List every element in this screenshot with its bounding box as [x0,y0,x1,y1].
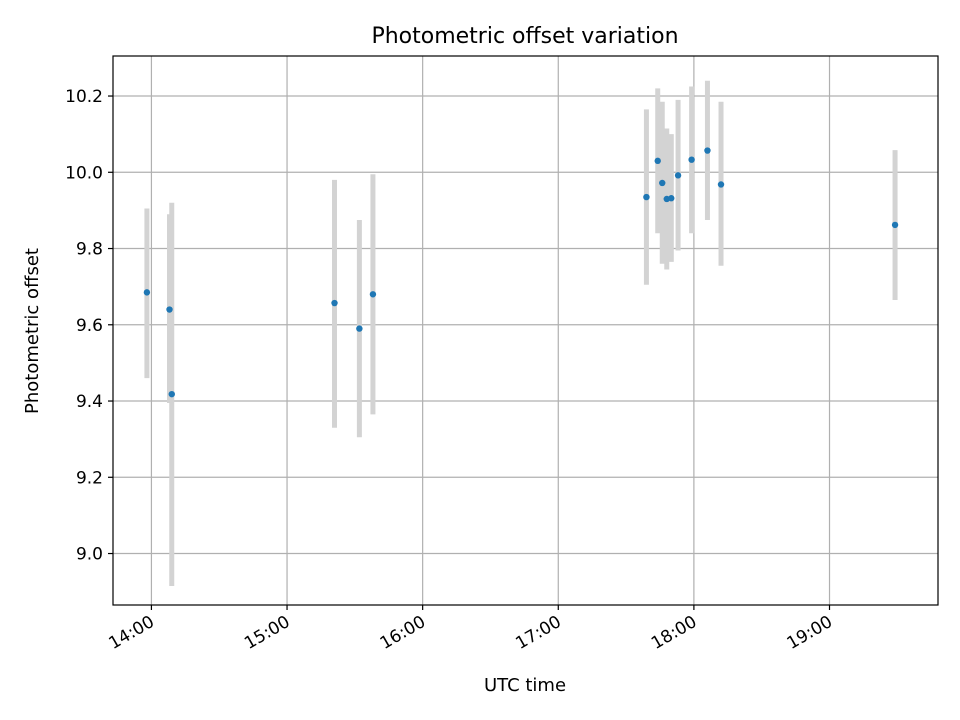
data-point [166,306,173,313]
y-tick-label: 9.0 [76,545,103,565]
y-tick-label: 9.6 [76,316,103,336]
data-point [704,147,711,154]
grid [113,56,938,605]
y-tick-label: 10.0 [65,163,103,183]
plot-frame [112,55,939,606]
data-point [143,289,151,296]
data-points [143,147,899,398]
data-point [668,195,675,202]
x-axis-label: UTC time [484,675,566,696]
data-point [331,299,338,307]
y-tick-label: 9.8 [76,240,103,260]
data-point [643,193,650,201]
y-tick-label: 9.2 [76,468,103,488]
chart-title: Photometric offset variation [371,24,678,49]
data-point [168,390,175,398]
y-tick-label: 9.4 [76,392,103,412]
data-point [688,156,695,163]
data-point [659,179,666,187]
data-point [654,157,661,165]
y-axis-label: Photometric offset [22,248,43,414]
data-point [674,172,682,179]
data-point [356,325,363,332]
data-point [717,181,725,188]
data-point [891,221,899,229]
data-point [369,291,377,298]
y-tick-label: 10.2 [65,87,103,107]
